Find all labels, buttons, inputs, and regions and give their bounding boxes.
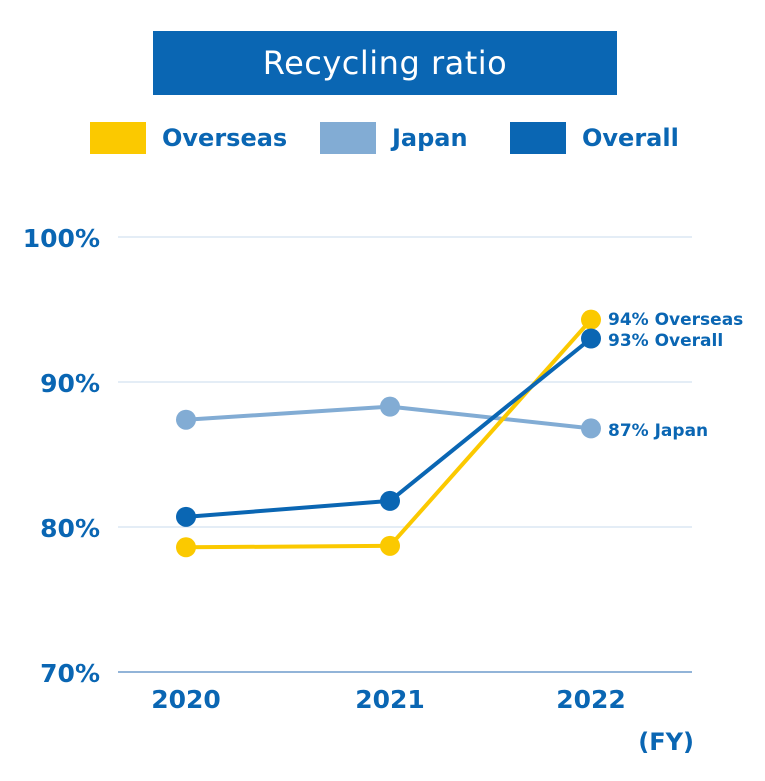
- data-point-japan: [581, 418, 601, 439]
- legend-label-japan: Japan: [392, 124, 468, 152]
- legend-label-overall: Overall: [582, 124, 679, 152]
- data-point-overall: [581, 328, 601, 349]
- end-label-overall: 93% Overall: [608, 331, 723, 351]
- data-point-overall: [176, 506, 196, 527]
- x-unit-label: (FY): [638, 728, 694, 756]
- chart-title: Recycling ratio: [153, 31, 617, 95]
- x-tick-label: 2020: [151, 685, 221, 714]
- legend-swatch-overseas: [90, 122, 146, 154]
- data-point-japan: [380, 396, 400, 417]
- series-line-overall: [185, 336, 593, 519]
- x-tick-label: 2022: [556, 685, 626, 714]
- x-tick-label: 2021: [355, 685, 425, 714]
- y-tick-label: 90%: [40, 369, 100, 398]
- y-tick-label: 100%: [23, 224, 100, 253]
- end-label-japan: 87% Japan: [608, 421, 708, 441]
- legend-swatch-japan: [320, 122, 376, 154]
- legend-swatch-overall: [510, 122, 566, 154]
- end-label-overseas: 94% Overseas: [608, 310, 743, 330]
- legend-label-overseas: Overseas: [162, 124, 288, 152]
- data-point-overseas: [380, 535, 400, 556]
- data-point-overall: [380, 490, 400, 511]
- data-point-overseas: [581, 309, 601, 330]
- legend-item-overseas: Overseas: [90, 120, 287, 156]
- legend-item-japan: Japan: [320, 120, 468, 156]
- data-point-overseas: [176, 537, 196, 558]
- y-tick-label: 70%: [40, 659, 100, 688]
- y-tick-label: 80%: [40, 514, 100, 543]
- legend-item-overall: Overall: [510, 120, 679, 156]
- data-point-japan: [176, 409, 196, 430]
